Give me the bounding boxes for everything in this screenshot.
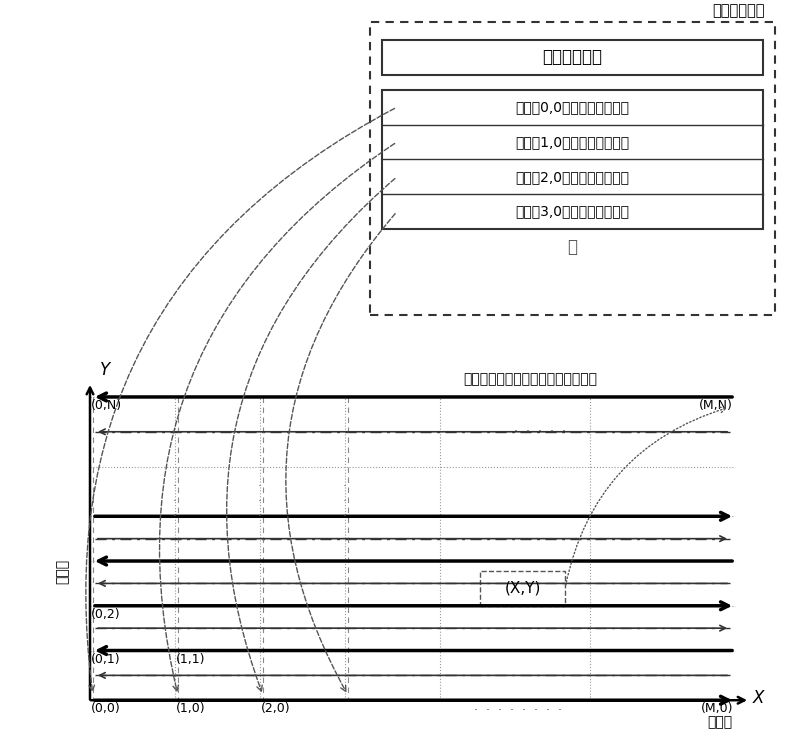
Bar <box>382 40 763 75</box>
Text: ·
·
·: · · · <box>258 480 262 523</box>
Text: 网格（1,0）的网格单元数据: 网格（1,0）的网格单元数据 <box>515 135 630 149</box>
Bar <box>370 22 775 315</box>
Text: (M,N): (M,N) <box>699 399 733 412</box>
Text: 粗箭头指示网格单元数据排列的顺序: 粗箭头指示网格单元数据排列的顺序 <box>463 372 597 386</box>
Text: (X,Y): (X,Y) <box>504 581 541 596</box>
Text: (0,2): (0,2) <box>91 608 121 621</box>
Text: 网格号: 网格号 <box>55 559 69 584</box>
Text: (M,0): (M,0) <box>701 702 733 716</box>
Text: 网格（0,0）的网格单元数据: 网格（0,0）的网格单元数据 <box>515 100 630 114</box>
Bar <box>382 90 763 229</box>
Text: 网格号: 网格号 <box>707 715 733 729</box>
Text: 网格（3,0）的网格单元数据: 网格（3,0）的网格单元数据 <box>515 204 630 218</box>
Bar <box>480 571 565 606</box>
Text: (0,N): (0,N) <box>91 399 122 412</box>
Text: 网格（2,0）的网格单元数据: 网格（2,0）的网格单元数据 <box>515 169 630 184</box>
Text: 管理数据文件: 管理数据文件 <box>542 48 602 67</box>
Text: (1,0): (1,0) <box>176 702 206 716</box>
Text: (2,0): (2,0) <box>261 702 290 716</box>
Text: (1,1): (1,1) <box>176 653 206 665</box>
Text: ·
·
·: · · · <box>343 480 347 523</box>
Text: ·  ·  ·  ·  ·: · · · · · <box>514 425 566 438</box>
Text: ·  ·  ·  ·  ·  ·  ·  ·: · · · · · · · · <box>474 704 562 716</box>
Text: (0,1): (0,1) <box>91 653 121 665</box>
Text: X: X <box>752 689 764 707</box>
Text: ：: ： <box>567 238 578 256</box>
Text: (0,0): (0,0) <box>91 702 121 716</box>
Text: （地图数据）: （地图数据） <box>713 3 765 18</box>
Text: Y: Y <box>100 361 110 379</box>
Text: ·
·
·: · · · <box>173 480 177 523</box>
